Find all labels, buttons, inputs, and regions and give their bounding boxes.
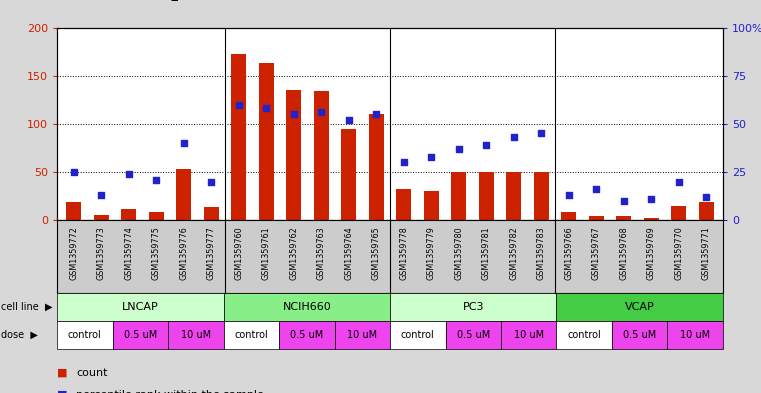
Bar xyxy=(259,63,274,220)
Text: control: control xyxy=(68,330,102,340)
Point xyxy=(535,130,547,136)
Bar xyxy=(644,218,659,220)
Bar xyxy=(176,169,191,220)
Text: GSM1359760: GSM1359760 xyxy=(234,226,244,279)
Point xyxy=(508,134,520,140)
Text: 10 uM: 10 uM xyxy=(347,330,377,340)
Bar xyxy=(341,129,356,220)
Point xyxy=(342,117,355,123)
Point xyxy=(673,178,685,185)
Point xyxy=(315,109,327,116)
Text: GSM1359776: GSM1359776 xyxy=(179,226,188,280)
Bar xyxy=(148,212,164,220)
Text: GSM1359766: GSM1359766 xyxy=(565,226,573,279)
Point xyxy=(563,192,575,198)
Point xyxy=(288,111,300,118)
Point xyxy=(123,171,135,177)
Bar xyxy=(286,90,301,220)
Point xyxy=(453,146,465,152)
Text: GSM1359764: GSM1359764 xyxy=(344,226,353,279)
Bar xyxy=(121,209,136,220)
Text: 10 uM: 10 uM xyxy=(180,330,211,340)
Bar xyxy=(94,215,109,220)
Text: PC3: PC3 xyxy=(463,302,484,312)
Bar xyxy=(589,216,604,220)
Text: control: control xyxy=(234,330,268,340)
Text: GSM1359780: GSM1359780 xyxy=(454,226,463,279)
Text: GSM1359778: GSM1359778 xyxy=(400,226,408,280)
Text: GSM1359783: GSM1359783 xyxy=(537,226,546,279)
Bar xyxy=(562,212,576,220)
Text: cell line  ▶: cell line ▶ xyxy=(1,302,53,312)
Text: GSM1359781: GSM1359781 xyxy=(482,226,491,279)
Text: GSM1359771: GSM1359771 xyxy=(702,226,711,280)
Point xyxy=(480,142,492,148)
Bar xyxy=(314,91,329,220)
Point xyxy=(150,176,162,183)
Bar xyxy=(506,172,521,220)
Point xyxy=(233,101,245,108)
Text: GSM1359762: GSM1359762 xyxy=(289,226,298,280)
Point xyxy=(425,153,438,160)
Point xyxy=(177,140,189,146)
Text: control: control xyxy=(401,330,435,340)
Point xyxy=(618,198,630,204)
Bar xyxy=(479,172,494,220)
Bar xyxy=(699,202,714,220)
Text: GSM1359777: GSM1359777 xyxy=(207,226,215,280)
Text: GSM1359769: GSM1359769 xyxy=(647,226,656,280)
Point xyxy=(398,159,410,165)
Bar xyxy=(231,53,247,220)
Bar xyxy=(533,172,549,220)
Bar xyxy=(616,216,632,220)
Text: GSM1359775: GSM1359775 xyxy=(151,226,161,280)
Bar xyxy=(204,207,218,220)
Text: control: control xyxy=(568,330,601,340)
Text: GSM1359763: GSM1359763 xyxy=(317,226,326,279)
Text: 0.5 uM: 0.5 uM xyxy=(457,330,490,340)
Text: GSM1359770: GSM1359770 xyxy=(674,226,683,280)
Point xyxy=(700,194,712,200)
Text: 10 uM: 10 uM xyxy=(680,330,710,340)
Text: 10 uM: 10 uM xyxy=(514,330,544,340)
Text: percentile rank within the sample: percentile rank within the sample xyxy=(76,389,264,393)
Bar xyxy=(424,191,439,220)
Text: GSM1359765: GSM1359765 xyxy=(372,226,380,280)
Text: 0.5 uM: 0.5 uM xyxy=(623,330,656,340)
Point xyxy=(95,192,107,198)
Text: 0.5 uM: 0.5 uM xyxy=(290,330,323,340)
Bar xyxy=(451,172,466,220)
Point xyxy=(645,196,658,202)
Text: GSM1359767: GSM1359767 xyxy=(592,226,601,280)
Point xyxy=(205,178,217,185)
Text: GSM1359774: GSM1359774 xyxy=(124,226,133,280)
Text: GSM1359761: GSM1359761 xyxy=(262,226,271,279)
Point xyxy=(260,105,272,112)
Point xyxy=(68,169,80,175)
Text: GSM1359772: GSM1359772 xyxy=(69,226,78,280)
Text: GSM1359779: GSM1359779 xyxy=(427,226,436,280)
Bar xyxy=(66,202,81,220)
Text: GSM1359768: GSM1359768 xyxy=(619,226,629,279)
Text: ■: ■ xyxy=(57,368,68,378)
Text: VCAP: VCAP xyxy=(625,302,654,312)
Text: ■: ■ xyxy=(57,389,68,393)
Point xyxy=(591,186,603,193)
Bar xyxy=(368,114,384,220)
Text: NCIH660: NCIH660 xyxy=(282,302,331,312)
Text: 0.5 uM: 0.5 uM xyxy=(124,330,157,340)
Bar xyxy=(671,206,686,220)
Text: count: count xyxy=(76,368,107,378)
Text: LNCAP: LNCAP xyxy=(122,302,159,312)
Text: GSM1359773: GSM1359773 xyxy=(97,226,106,280)
Text: GSM1359782: GSM1359782 xyxy=(509,226,518,280)
Bar xyxy=(396,189,412,220)
Text: dose  ▶: dose ▶ xyxy=(1,330,37,340)
Point xyxy=(370,111,382,118)
